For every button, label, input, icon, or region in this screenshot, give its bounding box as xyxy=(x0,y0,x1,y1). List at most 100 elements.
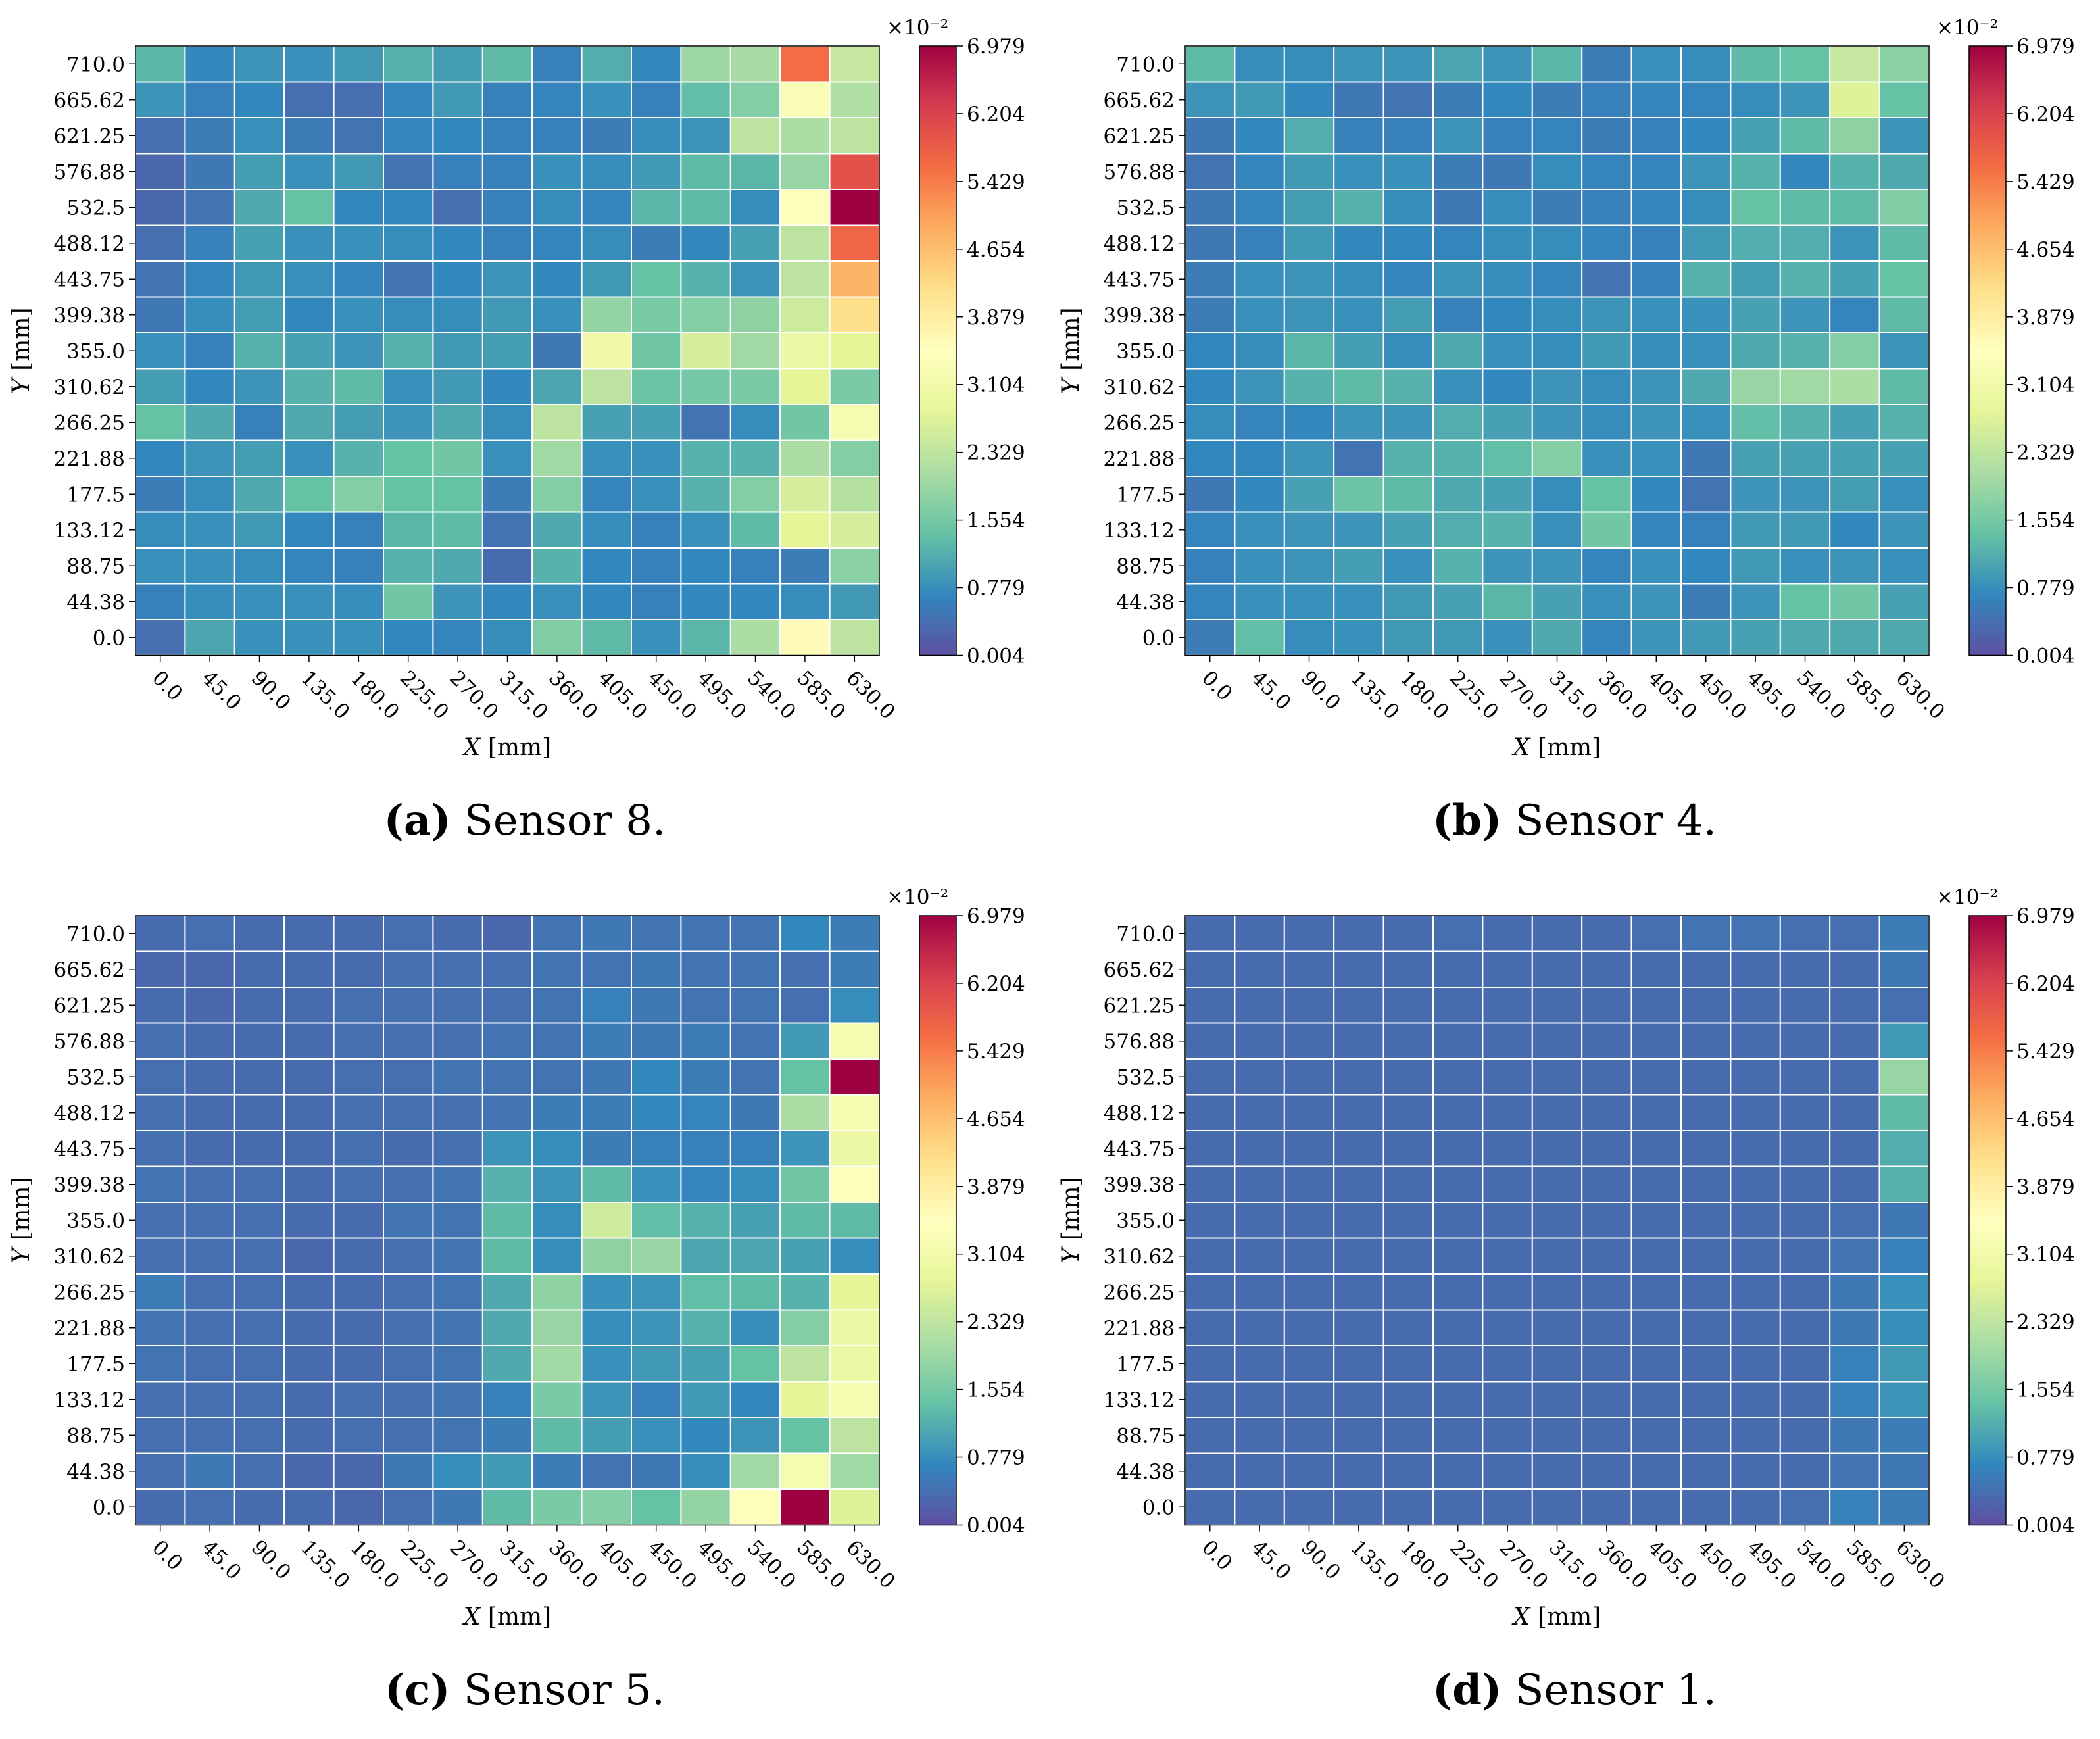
x-tick-label: 225.0 xyxy=(395,666,453,724)
heatmap-cell xyxy=(1630,1273,1682,1311)
heatmap-cell xyxy=(481,1381,533,1418)
heatmap-cell xyxy=(1333,511,1384,549)
heatmap-cell xyxy=(1630,1202,1682,1239)
heatmap-cell xyxy=(1184,81,1236,118)
heatmap-cell xyxy=(1730,153,1781,190)
heatmap-cell xyxy=(1432,1022,1484,1060)
heatmap-cell xyxy=(1630,511,1682,549)
heatmap-cell xyxy=(1581,987,1632,1024)
heatmap-cell xyxy=(531,332,583,370)
heatmap-cell xyxy=(283,1165,335,1203)
caption-text: Sensor 1. xyxy=(1502,1666,1717,1715)
heatmap-cell xyxy=(1432,1058,1484,1096)
heatmap-cell xyxy=(729,987,781,1024)
heatmap-cell xyxy=(135,1381,186,1418)
heatmap-cell xyxy=(581,915,632,952)
heatmap-cell xyxy=(631,915,682,952)
heatmap-cell xyxy=(1184,117,1236,155)
x-tick-label: 45.0 xyxy=(1246,666,1295,715)
heatmap-cell xyxy=(1680,1417,1732,1454)
heatmap-cell xyxy=(1730,439,1781,477)
heatmap-cell xyxy=(1234,1094,1285,1131)
heatmap-cell xyxy=(1482,950,1533,988)
heatmap-cell xyxy=(1581,332,1632,370)
heatmap-cell xyxy=(1730,1345,1781,1383)
heatmap-cell xyxy=(779,1345,831,1383)
heatmap-cell xyxy=(1184,1309,1236,1346)
heatmap-cell xyxy=(1333,1237,1384,1275)
heatmap-cell xyxy=(829,368,880,405)
heatmap-cell xyxy=(779,1488,831,1526)
heatmap-cell xyxy=(333,915,385,952)
colorbar-tick-label: 1.554 xyxy=(2016,1379,2075,1402)
heatmap-cell xyxy=(135,511,186,549)
heatmap-cell xyxy=(1283,1452,1335,1490)
colorbar-tick-label: 6.204 xyxy=(967,972,1025,996)
heatmap-cell xyxy=(581,1237,632,1275)
heatmap-cell xyxy=(184,547,235,585)
heatmap-cell xyxy=(779,260,831,298)
heatmap-cell xyxy=(1878,296,1930,333)
heatmap-cell xyxy=(779,547,831,585)
heatmap-svg: 710.0 665.62 621.25 576.88 532.5 488.12 443.75… xyxy=(1058,885,2075,1630)
heatmap-cell xyxy=(1184,368,1236,405)
y-tick-label: 621.25 xyxy=(54,994,125,1017)
heatmap-cell xyxy=(1482,1058,1533,1096)
heatmap-cell xyxy=(1730,260,1781,298)
x-tick-label: 315.0 xyxy=(495,1536,552,1594)
y-tick-label: 621.25 xyxy=(1104,994,1175,1017)
heatmap-cell xyxy=(1581,547,1632,585)
heatmap-cell xyxy=(729,1345,781,1383)
heatmap-cell xyxy=(1779,189,1831,226)
heatmap-cell xyxy=(333,1452,385,1490)
heatmap-cell xyxy=(829,1417,880,1454)
heatmap-cell xyxy=(1382,1309,1434,1346)
heatmap-cell xyxy=(1730,368,1781,405)
heatmap-cell xyxy=(1878,1022,1930,1060)
heatmap-cell xyxy=(1382,439,1434,477)
heatmap-cell xyxy=(1482,45,1533,83)
heatmap-cell xyxy=(779,224,831,262)
heatmap-cell xyxy=(1630,224,1682,262)
heatmap-cell xyxy=(1680,1022,1732,1060)
heatmap-cell xyxy=(1531,404,1583,441)
heatmap-cell xyxy=(1779,1488,1831,1526)
colorbar-tick-label: 6.979 xyxy=(967,904,1025,928)
heatmap-cell xyxy=(1730,296,1781,333)
colorbar-tick-label: 0.004 xyxy=(967,1514,1025,1538)
heatmap-cell xyxy=(531,1452,583,1490)
heatmap-cell xyxy=(1829,1165,1880,1203)
heatmap-cell xyxy=(383,547,434,585)
heatmap-cell xyxy=(383,1237,434,1275)
heatmap-cell xyxy=(1630,439,1682,477)
heatmap-cell xyxy=(581,1452,632,1490)
heatmap-cell xyxy=(779,1165,831,1203)
heatmap-cell xyxy=(1432,1417,1484,1454)
heatmap-cell xyxy=(1482,1488,1533,1526)
heatmap-cell xyxy=(829,1237,880,1275)
heatmap-cell xyxy=(1333,1417,1384,1454)
colorbar-tick-label: 3.104 xyxy=(2016,1243,2075,1267)
heatmap-cell xyxy=(779,153,831,190)
heatmap-cell xyxy=(1234,260,1285,298)
heatmap-cell xyxy=(1184,153,1236,190)
heatmap-cell xyxy=(1283,583,1335,620)
heatmap-cell xyxy=(1730,224,1781,262)
heatmap-cell xyxy=(333,224,385,262)
heatmap-cell xyxy=(432,583,483,620)
heatmap-cell xyxy=(135,1417,186,1454)
heatmap-cell xyxy=(1878,583,1930,620)
colorbar-tick-label: 3.879 xyxy=(2016,1175,2075,1199)
heatmap-cell xyxy=(631,1058,682,1096)
heatmap-cell xyxy=(829,1452,880,1490)
heatmap-cell xyxy=(184,1488,235,1526)
y-tick-label: 443.75 xyxy=(1104,1137,1175,1161)
heatmap-cell xyxy=(283,296,335,333)
heatmap-cell xyxy=(135,224,186,262)
heatmap-cell xyxy=(581,547,632,585)
heatmap-cell xyxy=(233,189,285,226)
heatmap-cell xyxy=(1531,1417,1583,1454)
heatmap-cell xyxy=(383,1022,434,1060)
heatmap-cell xyxy=(184,224,235,262)
heatmap-cell xyxy=(1531,1237,1583,1275)
